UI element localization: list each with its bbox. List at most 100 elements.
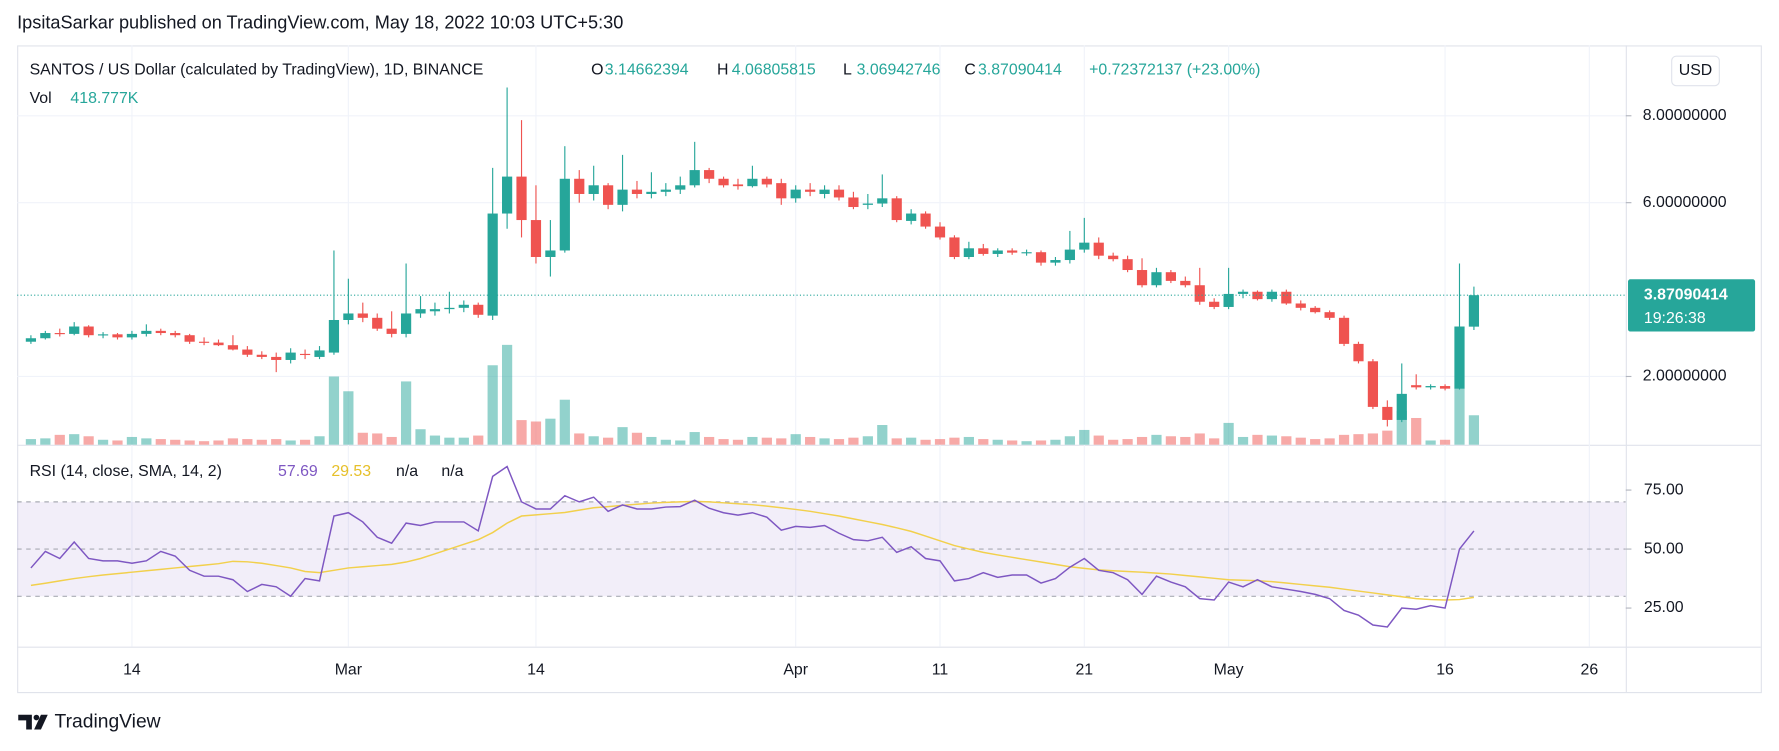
last-price-label: 3.87090414 (1644, 286, 1728, 303)
candle-body (848, 197, 859, 208)
volume-bar (170, 439, 181, 445)
volume-bar (631, 432, 643, 445)
volume-bar (271, 439, 282, 445)
volume-bar (112, 440, 123, 445)
volume-bar (386, 436, 397, 445)
volume-bar (1295, 437, 1306, 445)
volume-bar (530, 421, 542, 445)
volume-bar (343, 391, 354, 445)
rsi-value: 57.69 (278, 463, 318, 480)
byline: IpsitaSarkar published on TradingView.co… (17, 13, 623, 33)
x-tick-label: 14 (123, 662, 141, 679)
high-value: 4.06805815 (732, 62, 816, 79)
brand-name: TradingView (55, 712, 161, 733)
y-tick-label: 6.00000000 (1643, 194, 1727, 211)
volume-bar (689, 432, 700, 445)
candle-body (213, 342, 224, 346)
candle-body (978, 248, 989, 254)
candle-body (1035, 252, 1047, 263)
volume-bars (25, 344, 1480, 445)
candle-body (1353, 343, 1364, 362)
candle-body (1367, 361, 1379, 407)
volume-bar (126, 436, 138, 445)
candle-body (891, 198, 902, 221)
candle-body (400, 313, 412, 334)
candle-body (227, 345, 239, 350)
volume-bar (877, 425, 888, 445)
volume-bar (487, 365, 498, 445)
volume-bar (458, 437, 469, 445)
candle-body (963, 248, 974, 257)
volume-bar (559, 399, 570, 445)
candle-body (1324, 312, 1335, 318)
candle-body (1281, 291, 1292, 304)
volume-bar (732, 439, 744, 445)
candle-body (530, 220, 542, 257)
volume-bar (242, 439, 253, 445)
volume-bar (1194, 433, 1205, 445)
candle-body (718, 178, 729, 186)
candle-body (1007, 250, 1018, 253)
volume-bar (617, 427, 628, 445)
open-label: O (591, 62, 603, 79)
candle-body (54, 333, 65, 335)
change-value: +0.72372137 (+23.00%) (1089, 62, 1260, 79)
candle-body (83, 326, 94, 336)
candle-body (761, 178, 772, 185)
volume-bar (473, 435, 484, 445)
x-tick-label: 26 (1581, 662, 1599, 679)
volume-bar (501, 344, 513, 445)
volume-bar (372, 433, 383, 445)
candle-body (25, 338, 37, 342)
volume-bar (1050, 439, 1061, 445)
volume-bar (704, 436, 715, 445)
candle-body (1382, 406, 1393, 420)
candle-body (1021, 252, 1032, 254)
x-tick-label: Mar (335, 662, 363, 679)
volume-bar (1079, 429, 1090, 445)
candle-body (790, 189, 801, 199)
volume-bar (978, 439, 989, 445)
candle-body (1108, 255, 1119, 260)
rsi-title: RSI (14, close, SMA, 14, 2) (30, 463, 222, 480)
volume-bar (1439, 439, 1451, 445)
volume-bar (1338, 434, 1350, 445)
volume-bar (963, 436, 974, 445)
volume-bar (69, 434, 80, 445)
candle-body (1122, 259, 1133, 271)
candle-body (415, 309, 426, 314)
close-label: C (964, 62, 975, 79)
volume-bar (314, 436, 325, 445)
volume-bar (805, 436, 816, 445)
candle-body (877, 198, 888, 204)
candle-body (617, 189, 628, 205)
high-label: H (717, 62, 728, 79)
volume-bar (54, 434, 65, 445)
x-tick-label: 16 (1436, 662, 1454, 679)
candle-body (1310, 307, 1321, 313)
candle-body (40, 333, 51, 339)
candle-body (501, 176, 513, 214)
candle-body (386, 328, 397, 334)
candle-body (833, 189, 845, 198)
volume-bar (328, 376, 340, 445)
candle-body (689, 170, 700, 186)
candle-body (906, 213, 917, 221)
candle-body (631, 189, 643, 194)
candle-body (242, 349, 253, 355)
candle-body (444, 307, 455, 310)
candle-body (1064, 249, 1075, 261)
candle-body (184, 335, 195, 342)
volume-bar (934, 439, 946, 445)
volume-bar (1411, 417, 1422, 445)
candle-body (1079, 242, 1090, 250)
candle-body (126, 333, 138, 338)
volume-bar (429, 435, 441, 445)
volume-bar (1382, 430, 1393, 445)
currency-button[interactable] (1671, 55, 1720, 87)
candle-body (170, 333, 181, 336)
volume-bar (1093, 435, 1104, 445)
volume-bar (1122, 439, 1133, 445)
